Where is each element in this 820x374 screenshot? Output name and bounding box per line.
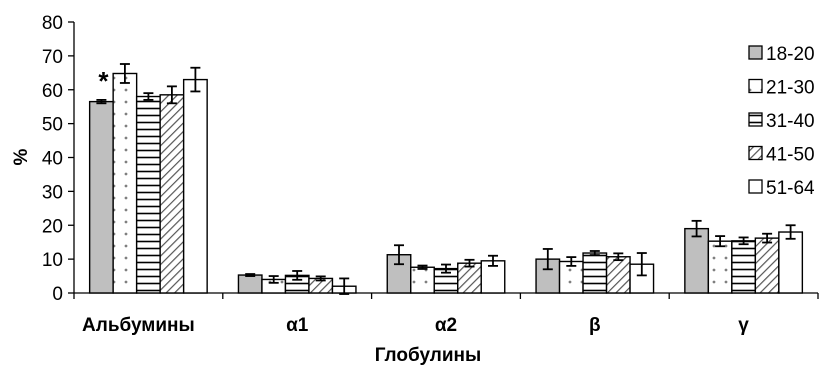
bars bbox=[88, 63, 804, 295]
legend-swatch bbox=[748, 179, 763, 194]
legend-swatch bbox=[748, 45, 763, 60]
category-label: β bbox=[589, 315, 601, 336]
y-tick-label: 60 bbox=[42, 81, 63, 102]
legend-swatch bbox=[748, 145, 763, 161]
legend-label: 18-20 bbox=[766, 44, 815, 65]
y-tick-label: 30 bbox=[42, 182, 63, 203]
y-tick-label: 50 bbox=[42, 115, 63, 136]
bar bbox=[457, 262, 482, 294]
legend-swatch bbox=[748, 78, 763, 94]
legend-label: 31-40 bbox=[766, 111, 815, 132]
bar bbox=[684, 227, 710, 294]
labels: 0 10 20 30 40 50 60 70 80 Альбумины α1 α2 β γ * Глобули… bbox=[11, 13, 749, 366]
bar bbox=[605, 256, 631, 294]
legend-label: 51-64 bbox=[766, 178, 815, 199]
category-label: γ bbox=[738, 315, 749, 336]
bar bbox=[159, 94, 185, 294]
bar bbox=[88, 100, 114, 294]
category-label: Альбумины bbox=[82, 315, 195, 336]
bar bbox=[237, 274, 263, 294]
category-label: α2 bbox=[435, 315, 457, 336]
y-tick-label: 20 bbox=[42, 216, 63, 237]
legend-swatch bbox=[748, 112, 763, 127]
bar bbox=[707, 240, 733, 294]
x-axis-title: Глобулины bbox=[375, 345, 482, 366]
significance-asterisk: * bbox=[98, 66, 109, 96]
bar bbox=[112, 72, 138, 294]
y-tick-label: 70 bbox=[42, 47, 63, 68]
y-tick-label: 80 bbox=[42, 13, 63, 34]
y-tick-label: 10 bbox=[42, 250, 63, 271]
bar bbox=[582, 252, 608, 294]
y-tick-label: 40 bbox=[42, 149, 63, 170]
bar bbox=[410, 266, 435, 294]
bar bbox=[778, 231, 804, 294]
bar bbox=[754, 237, 780, 294]
bar bbox=[135, 95, 161, 294]
y-tick-label: 0 bbox=[52, 284, 63, 305]
y-axis-title: % bbox=[11, 148, 32, 165]
legend-label: 21-30 bbox=[766, 78, 815, 99]
legend: 18-20 21-30 31-40 41-50 51-64 bbox=[748, 44, 815, 199]
legend-label: 41-50 bbox=[766, 145, 815, 166]
bar bbox=[182, 78, 208, 294]
bar bbox=[731, 240, 757, 294]
category-label: α1 bbox=[286, 315, 309, 336]
